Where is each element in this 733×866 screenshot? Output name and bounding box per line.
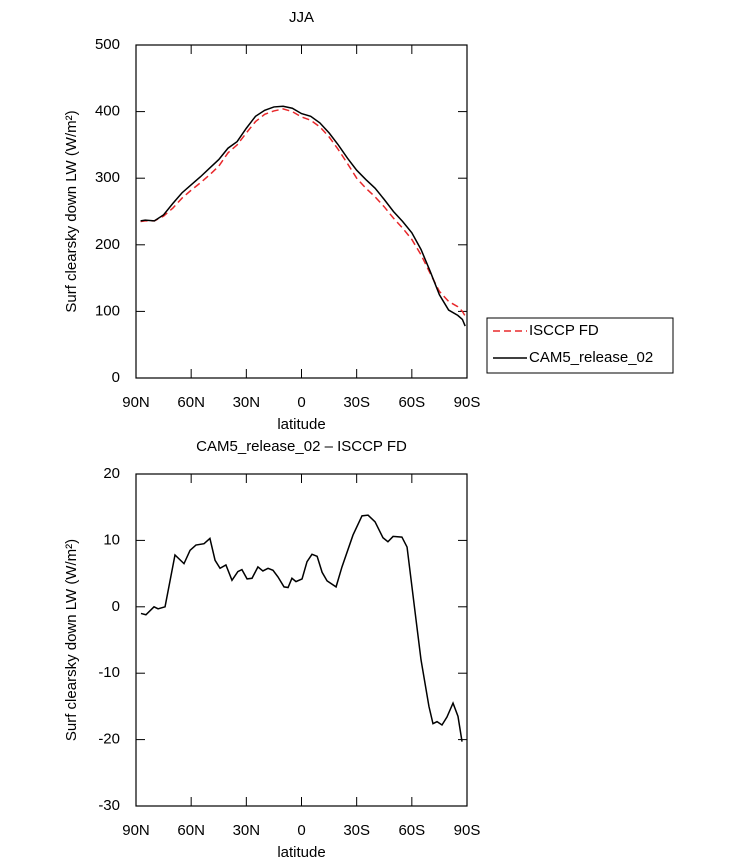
x-axis-label: latitude <box>277 416 325 433</box>
x-tick-label: 60S <box>398 394 425 411</box>
x-tick-label: 30S <box>343 394 370 411</box>
y-tick-label: 10 <box>103 531 120 548</box>
y-tick-label: 500 <box>95 36 120 53</box>
y-tick-label: 100 <box>95 302 120 319</box>
chart-title: JJA <box>289 9 314 26</box>
plot-frame <box>135 473 468 807</box>
x-tick-label: 90N <box>122 822 150 839</box>
y-axis-label: Surf clearsky down LW (W/m²) <box>63 110 80 312</box>
x-tick-label: 60N <box>177 394 205 411</box>
x-tick-label: 90N <box>122 394 150 411</box>
y-tick-label: 0 <box>112 598 120 615</box>
x-tick-label: 60S <box>398 822 425 839</box>
x-tick-label: 0 <box>297 822 305 839</box>
y-tick-label: 400 <box>95 103 120 120</box>
legend-box <box>486 317 674 374</box>
y-tick-label: -30 <box>98 797 120 814</box>
x-tick-label: 90S <box>454 822 481 839</box>
data-line <box>140 514 463 742</box>
y-tick-label: 20 <box>103 465 120 482</box>
data-line <box>140 105 466 327</box>
data-line <box>140 108 466 317</box>
legend-label: CAM5_release_02 <box>529 349 653 366</box>
y-tick-label: -20 <box>98 731 120 748</box>
y-tick-label: -10 <box>98 664 120 681</box>
y-tick-label: 200 <box>95 236 120 253</box>
x-axis-label: latitude <box>277 844 325 861</box>
y-tick-label: 300 <box>95 169 120 186</box>
x-tick-label: 90S <box>454 394 481 411</box>
legend-label: ISCCP FD <box>529 322 599 339</box>
y-tick-label: 0 <box>112 369 120 386</box>
x-tick-label: 30N <box>233 822 261 839</box>
x-tick-label: 30S <box>343 822 370 839</box>
y-axis-label: Surf clearsky down LW (W/m²) <box>63 539 80 741</box>
x-tick-label: 60N <box>177 822 205 839</box>
x-tick-label: 30N <box>233 394 261 411</box>
x-tick-label: 0 <box>297 394 305 411</box>
chart-title: CAM5_release_02 – ISCCP FD <box>196 438 407 455</box>
plot-frame <box>135 44 468 379</box>
